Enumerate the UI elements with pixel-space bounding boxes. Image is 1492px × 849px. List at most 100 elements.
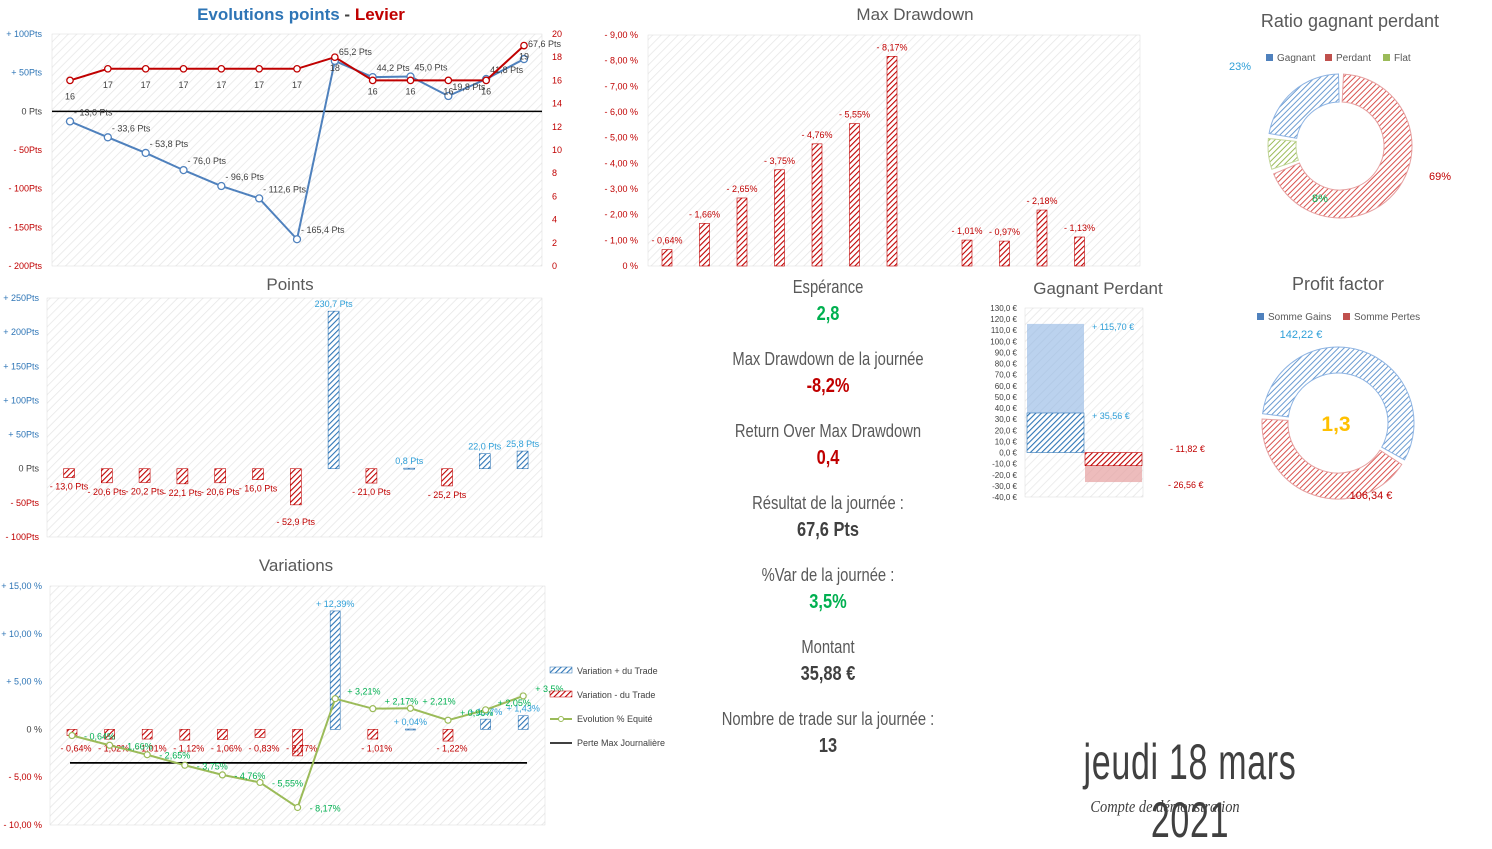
y-tick-label: - 8,00 % [604,56,638,66]
drawdown-bar [661,249,673,267]
points-bar-label: - 52,9 Pts [277,517,316,527]
drawdown-bar [886,56,898,267]
profit-slice [1262,346,1415,461]
levier-marker [330,53,339,62]
y2-tick-label: 10 [552,145,562,155]
y-tick-label: - 1,00 % [604,235,638,245]
y-tick-label: 90,0 € [995,348,1018,357]
variation-bar-label: - 1,02% [98,743,129,753]
plot-area [51,33,543,267]
y-tick-label: 80,0 € [995,360,1018,369]
legend-maxloss-label: Perte Max Journalière [577,738,665,748]
legend-perdant-label: Perdant [1336,53,1371,64]
drawdown-bar [811,143,823,267]
legend-flat-label: Flat [1394,53,1411,64]
points-data-label: 41,8 Pts [490,65,524,75]
y-tick-label: + 100Pts [3,395,39,405]
y-tick-label: + 150Pts [3,361,39,371]
evolution-title: Evolutions points - Levier [197,5,405,24]
title-separator: - [340,5,355,24]
resultat-label: Résultat de la journée : [752,493,904,513]
points-title: Points [266,275,313,294]
points-bar [441,468,453,487]
y2-tick-label: 8 [552,168,557,178]
y2-tick-label: 0 [552,261,557,271]
y-tick-label: - 10,00 % [3,820,42,830]
profit-slice [1261,418,1403,500]
variation-bar-label: + 0,04% [394,717,427,727]
legend-var-plus-swatch [549,666,573,674]
levier-marker [255,64,264,73]
equity-marker [256,778,264,787]
levier-data-label: 16 [405,86,415,96]
y-tick-label: - 100Pts [5,532,39,542]
points-data-label: - 13,0 Pts [74,107,113,117]
evolution-chart: Evolutions points - Levier + 100Pts + 50Pt… [6,5,562,271]
y-tick-label: 0 Pts [21,106,42,116]
equity-data-label: + 3,5% [535,684,563,694]
equity-marker [482,706,490,714]
legend-pertes-label: Somme Pertes [1354,312,1420,323]
ratio-title: Ratio gagnant perdant [1261,11,1439,31]
y-tick-label: 110,0 € [991,326,1018,335]
variation-bar-label: - 1,01% [136,743,167,753]
variation-bar-label: + 12,39% [316,599,354,609]
drawdown-data-label: - 0,97% [989,227,1020,237]
profit-factor-chart: Profit factor Somme Gains Somme Pertes 142,… [1257,274,1420,502]
equity-data-label: - 3,75% [197,761,228,771]
points-data-label: 67,6 Pts [528,39,562,49]
y2-tick-label: 12 [552,122,562,132]
points-data-label: - 53,8 Pts [150,139,189,149]
y2-tick-label: 14 [552,99,562,109]
variation-bar [179,729,191,741]
y-tick-label: - 200Pts [8,261,42,271]
drawdown-data-label: - 1,13% [1064,223,1095,233]
variation-bar [442,729,454,742]
y-tick-label: 30,0 € [995,415,1018,424]
y-tick-label: - 9,00 % [604,30,638,40]
legend-gagnant-swatch [1266,54,1273,61]
equity-marker [369,705,377,713]
ratio-slice [1268,73,1340,139]
points-bar-label: - 13,0 Pts [50,482,89,492]
equity-data-label: - 2,65% [159,751,190,761]
equity-data-label: - 0,64% [84,732,115,742]
y2-tick-label: 2 [552,238,557,248]
legend-equity-label: Evolution % Equité [577,714,653,724]
drawdown-data-label: - 2,18% [1026,196,1057,206]
levier-data-label: 17 [292,80,302,90]
levier-marker [141,64,150,73]
drawdown-data-label: - 1,01% [951,226,982,236]
ratio-chart: Ratio gagnant perdant Gagnant Perdant Flat 2… [1229,11,1451,219]
y-tick-label: - 5,00 % [604,133,638,143]
y-tick-label: -20,0 € [992,471,1017,480]
ratio-slice [1267,137,1299,170]
y-tick-label: - 100Pts [8,184,42,194]
y-tick-label: 100,0 € [990,337,1017,346]
y-tick-label: - 50Pts [13,145,42,155]
y-tick-label: 130,0 € [990,304,1017,313]
esperance-label: Espérance [792,277,864,297]
montant-value: 35,88 € [800,663,856,685]
y-tick-label: 120,0 € [990,315,1017,324]
drawdown-data-label: - 3,75% [764,156,795,166]
y-tick-label: + 250Pts [3,293,39,303]
points-data-label: 19,8 Pts [452,82,486,92]
y-tick-label: 0,0 € [999,449,1017,458]
points-bar [403,467,416,470]
equity-data-label: - 4,76% [234,771,265,781]
variations-chart: Variations + 15,00 % + 10,00 % + 5,00 % 0 % -… [1,556,665,830]
levier-marker [482,76,491,85]
gp-gain-avg-label: + 35,56 € [1092,411,1130,421]
romd-value: 0,4 [816,447,840,469]
gagnant-perdant-chart: Gagnant Perdant 130,0 € 120,0 € 110,0 € 100,… [990,279,1205,502]
points-bar [289,468,302,506]
variation-bar [517,715,529,730]
drawdown-chart: Max Drawdown - 9,00 % - 8,00 % - 7,00 % - 6,… [604,5,1141,271]
legend-flat-swatch [1383,54,1390,61]
var-value: 3,5% [809,591,847,613]
variation-bar-label: - 0,64% [60,743,91,753]
equity-data-label: - 1,66% [122,741,153,751]
points-chart: Points + 250Pts + 200Pts + 150Pts + 100Pts + … [3,275,543,542]
